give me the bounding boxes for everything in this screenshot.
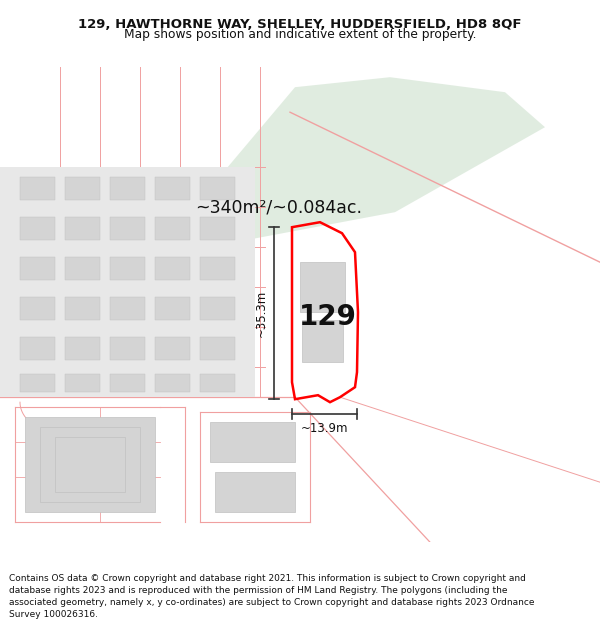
Polygon shape	[110, 258, 145, 280]
Text: Map shows position and indicative extent of the property.: Map shows position and indicative extent…	[124, 28, 476, 41]
Polygon shape	[25, 418, 155, 512]
Polygon shape	[0, 328, 255, 367]
Polygon shape	[155, 258, 190, 280]
Polygon shape	[155, 177, 190, 200]
Text: ~35.3m: ~35.3m	[254, 289, 268, 337]
Polygon shape	[20, 258, 55, 280]
Polygon shape	[65, 374, 100, 392]
Polygon shape	[200, 258, 235, 280]
Polygon shape	[65, 217, 100, 240]
Polygon shape	[40, 428, 140, 502]
Polygon shape	[200, 217, 235, 240]
Polygon shape	[0, 208, 255, 247]
Polygon shape	[155, 217, 190, 240]
Text: ~340m²/~0.084ac.: ~340m²/~0.084ac.	[195, 198, 362, 216]
Polygon shape	[20, 374, 55, 392]
Polygon shape	[110, 177, 145, 200]
Polygon shape	[155, 374, 190, 392]
Polygon shape	[0, 288, 255, 328]
Polygon shape	[110, 217, 145, 240]
Polygon shape	[200, 374, 235, 392]
Text: 129: 129	[299, 303, 357, 331]
Polygon shape	[65, 177, 100, 200]
Polygon shape	[0, 247, 255, 288]
Polygon shape	[155, 297, 190, 320]
Polygon shape	[300, 262, 345, 312]
Polygon shape	[65, 258, 100, 280]
Polygon shape	[210, 422, 295, 462]
Polygon shape	[20, 177, 55, 200]
Text: ~13.9m: ~13.9m	[301, 422, 348, 435]
Polygon shape	[302, 320, 343, 362]
Text: Contains OS data © Crown copyright and database right 2021. This information is : Contains OS data © Crown copyright and d…	[9, 574, 535, 619]
Polygon shape	[55, 438, 125, 493]
Polygon shape	[65, 297, 100, 320]
Polygon shape	[200, 338, 235, 360]
Polygon shape	[20, 217, 55, 240]
Polygon shape	[65, 338, 100, 360]
Text: 129, HAWTHORNE WAY, SHELLEY, HUDDERSFIELD, HD8 8QF: 129, HAWTHORNE WAY, SHELLEY, HUDDERSFIEL…	[78, 18, 522, 31]
Polygon shape	[110, 338, 145, 360]
Polygon shape	[200, 77, 545, 242]
Polygon shape	[20, 338, 55, 360]
Polygon shape	[0, 167, 255, 208]
Polygon shape	[110, 374, 145, 392]
Polygon shape	[20, 297, 55, 320]
Polygon shape	[215, 472, 295, 512]
Polygon shape	[155, 338, 190, 360]
Polygon shape	[0, 367, 255, 398]
Polygon shape	[200, 177, 235, 200]
Polygon shape	[110, 297, 145, 320]
Polygon shape	[200, 297, 235, 320]
